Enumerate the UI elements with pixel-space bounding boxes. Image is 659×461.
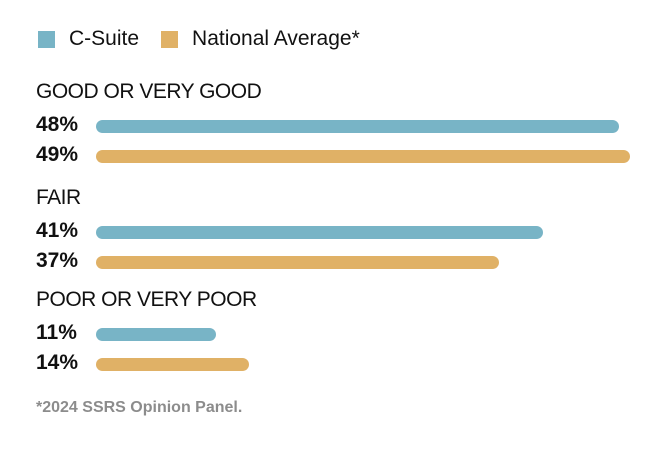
- data-label: 14%: [36, 351, 79, 374]
- category-label: POOR OR VERY POOR: [36, 288, 257, 311]
- bar-c-suite: [96, 120, 620, 133]
- legend-item-c-suite: C-Suite: [38, 27, 139, 51]
- legend: C-Suite National Average*: [38, 27, 382, 51]
- category-label: FAIR: [36, 186, 81, 209]
- bar-c-suite: [96, 328, 216, 341]
- legend-label: National Average*: [192, 27, 360, 50]
- bar-national-average: [96, 150, 631, 163]
- legend-item-national-average: National Average*: [161, 27, 360, 51]
- footnote: *2024 SSRS Opinion Panel.: [36, 399, 243, 416]
- data-label: 41%: [36, 219, 79, 242]
- data-label: 49%: [36, 143, 79, 166]
- legend-label: C-Suite: [69, 27, 140, 50]
- data-label: 48%: [36, 113, 79, 136]
- data-label: 11%: [36, 321, 77, 344]
- legend-swatch: [161, 30, 179, 48]
- legend-swatch: [38, 30, 55, 48]
- data-label: 37%: [36, 249, 79, 272]
- bar-national-average: [96, 256, 500, 269]
- bar-c-suite: [96, 226, 543, 239]
- category-label: GOOD OR VERY GOOD: [36, 80, 262, 103]
- bar-national-average: [96, 358, 249, 371]
